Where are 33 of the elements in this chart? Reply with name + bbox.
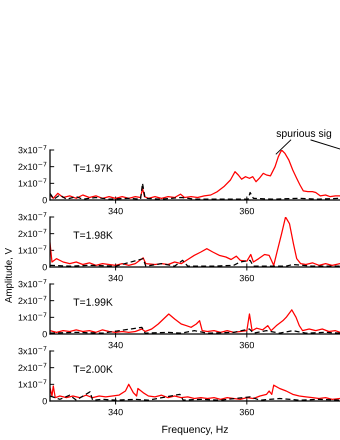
x-tick-label: 340 bbox=[108, 408, 123, 416]
y-tick-label: 1x10$^{−7}$ bbox=[18, 379, 46, 388]
annotation: T=2.00K bbox=[73, 365, 113, 373]
x-tick-label: 360 bbox=[240, 408, 254, 416]
y-tick-label: 2x10$^{−7}$ bbox=[18, 162, 46, 170]
line-series bbox=[50, 217, 340, 266]
x-tick-label: 340 bbox=[108, 274, 123, 282]
text: spurious sig bbox=[276, 129, 332, 139]
line-series bbox=[50, 150, 340, 199]
y-tick-label: 0 bbox=[42, 398, 47, 404]
y-tick-label: 3x10$^{−7}$ bbox=[18, 145, 46, 154]
x-tick-label: 360 bbox=[240, 274, 254, 282]
y-tick-label: 3x10$^{−7}$ bbox=[18, 346, 46, 354]
y-axis-title: Amplitude, V bbox=[4, 248, 14, 304]
y-tick-label: 3x10$^{−7}$ bbox=[18, 279, 46, 288]
y-tick-label: 1x10$^{−7}$ bbox=[18, 178, 46, 187]
y-tick-label: 0 bbox=[42, 264, 47, 270]
annotation: T=1.99K bbox=[73, 298, 113, 306]
y-tick-label: 0 bbox=[42, 196, 47, 204]
annotation: T=1.97K bbox=[73, 164, 113, 172]
y-tick-label: 1x10$^{−7}$ bbox=[18, 312, 46, 321]
y-tick-label: 3x10$^{−7}$ bbox=[18, 212, 46, 220]
y-tick-label: 1x10$^{−7}$ bbox=[18, 245, 46, 254]
x-tick-label: 340 bbox=[108, 208, 123, 214]
y-tick-label: 0 bbox=[42, 330, 47, 338]
y-tick-label: 2x10$^{−7}$ bbox=[18, 228, 46, 237]
x-tick-label: 340 bbox=[108, 342, 123, 348]
x-axis-title: Frequency, Hz bbox=[162, 426, 228, 436]
x-tick-label: 360 bbox=[240, 342, 254, 348]
x-tick-label: 360 bbox=[240, 208, 254, 214]
annotation: T=1.98K bbox=[73, 231, 113, 239]
y-tick-label: 2x10$^{−7}$ bbox=[18, 362, 46, 371]
y-tick-label: 2x10$^{−7}$ bbox=[18, 296, 46, 304]
